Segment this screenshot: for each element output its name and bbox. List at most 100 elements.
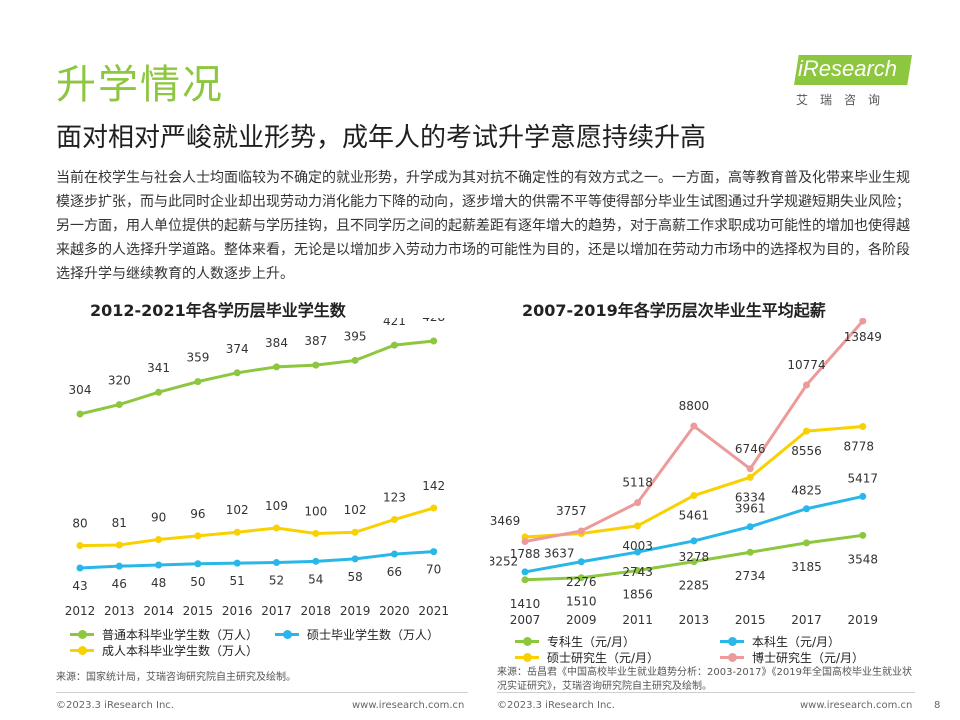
legend-marker (728, 653, 737, 662)
data-point (233, 528, 241, 536)
data-label: 6334 (735, 490, 766, 504)
footer-url-right: www.iresearch.com.cn (800, 700, 913, 711)
data-point (115, 401, 123, 409)
data-label: 5118 (622, 476, 653, 490)
data-label: 320 (108, 374, 131, 388)
legend-marker (78, 646, 87, 655)
data-label: 90 (151, 511, 166, 525)
data-point (690, 537, 698, 545)
data-label: 1788 (510, 547, 541, 561)
data-point (76, 542, 84, 550)
chart-starting-salary: 1410 1510 1856 2285 2734 3185 3548 1788 2276 2743… (490, 318, 882, 627)
data-label: 374 (226, 342, 249, 356)
data-label: 5417 (848, 471, 879, 485)
legend-label: 硕士毕业学生数（万人） (307, 628, 440, 642)
legend-marker (78, 630, 87, 639)
data-label: 3548 (848, 552, 879, 566)
data-point (351, 555, 359, 563)
iresearch-logo: iResearch 艾瑞咨询 (790, 55, 920, 115)
x-tick-label: 2013 (104, 604, 135, 618)
chart-graduates-count: 304 320 341 359 374 384 387 395 421 428 80 81 90 96 10… (65, 318, 449, 618)
legend-label: 成人本科毕业学生数（万人） (102, 644, 259, 658)
data-point (351, 528, 359, 536)
x-tick-label: 2016 (222, 604, 253, 618)
data-label: 96 (190, 507, 205, 521)
data-point (390, 516, 398, 524)
data-label: 50 (190, 575, 205, 589)
data-label: 8800 (679, 399, 710, 413)
data-point (312, 529, 320, 537)
data-label: 359 (186, 351, 209, 365)
legend-marker (728, 637, 737, 646)
page-title: 升学情况 (56, 62, 224, 108)
data-point (115, 562, 123, 570)
legend-label: 专科生（元/月） (547, 635, 636, 649)
data-point (690, 558, 698, 566)
data-point (312, 361, 320, 369)
data-label: 100 (304, 504, 327, 518)
data-point (803, 381, 810, 389)
x-tick-label: 2013 (679, 613, 710, 627)
data-label: 1410 (510, 597, 541, 611)
data-point (746, 523, 754, 531)
source-note-right: 来源：岳昌君《中国高校毕业生就业趋势分析：2003-2017》《2019年全国高… (497, 667, 912, 692)
page-subtitle: 面对相对严峻就业形势，成年人的考试升学意愿持续升高 (56, 123, 707, 153)
data-point (690, 422, 698, 430)
data-point (859, 531, 867, 539)
data-label: 3252 (490, 554, 518, 568)
data-label: 384 (265, 336, 288, 350)
x-tick-label: 2007 (510, 613, 541, 627)
x-tick-label: 2020 (379, 604, 410, 618)
data-label: 1856 (622, 588, 653, 602)
data-label: 304 (69, 383, 92, 397)
data-point (390, 550, 398, 558)
data-label: 54 (308, 572, 323, 586)
data-point (273, 559, 280, 567)
data-label: 2743 (622, 565, 653, 579)
data-point (577, 527, 585, 535)
data-label: 428 (422, 318, 445, 324)
data-label: 10774 (787, 358, 825, 372)
x-tick-label: 2012 (65, 604, 96, 618)
data-point (521, 537, 529, 545)
series-line (79, 506, 435, 548)
logo-mark-shape (794, 55, 912, 85)
chart1-title: 2012-2021年各学历层毕业学生数 (90, 301, 346, 320)
data-point (390, 341, 398, 349)
data-point (746, 548, 754, 556)
legend-label: 硕士研究生（元/月） (547, 651, 660, 665)
data-point (746, 465, 754, 473)
data-label: 2734 (735, 569, 766, 583)
data-label: 3278 (679, 550, 710, 564)
data-point (273, 363, 280, 371)
logo-text: iResearch (798, 56, 898, 81)
x-tick-label: 2019 (340, 604, 371, 618)
data-point (115, 541, 123, 549)
data-point (634, 548, 642, 556)
data-label: 70 (426, 563, 441, 577)
data-label: 4825 (791, 484, 822, 498)
data-point (351, 356, 359, 364)
data-point (803, 539, 810, 547)
data-point (430, 337, 438, 345)
data-label: 80 (72, 517, 87, 531)
footer-divider (56, 692, 468, 693)
data-label: 3469 (490, 514, 520, 528)
legend-marker (523, 653, 532, 662)
data-label: 4003 (622, 539, 653, 553)
legend-label: 博士研究生（元/月） (752, 651, 865, 665)
x-tick-label: 2017 (791, 613, 822, 627)
logo-cn-text: 艾瑞咨询 (796, 93, 893, 107)
data-point (233, 369, 241, 377)
data-label: 421 (383, 318, 406, 328)
footer-divider (497, 692, 915, 693)
footer-copyright-left: ©2023.3 iResearch Inc. (56, 700, 174, 711)
chart2-title: 2007-2019年各学历层次毕业生平均起薪 (522, 301, 826, 320)
data-label: 6746 (735, 442, 766, 456)
data-point (859, 318, 867, 325)
footer-url-left: www.iresearch.com.cn (352, 700, 465, 711)
data-point (690, 492, 698, 500)
data-label: 387 (304, 334, 327, 348)
data-label: 2285 (679, 579, 710, 593)
data-point (803, 505, 810, 513)
